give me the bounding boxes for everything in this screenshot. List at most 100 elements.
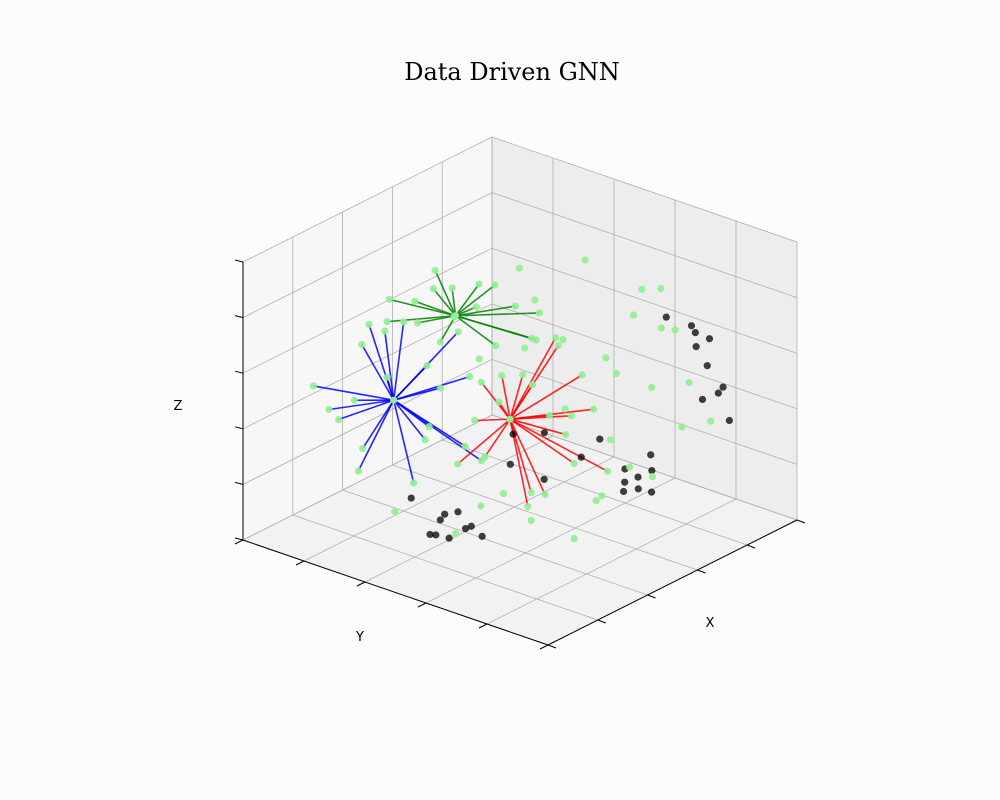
point (707, 417, 715, 425)
point (515, 264, 523, 272)
point (309, 382, 317, 390)
grid-line (491, 136, 798, 243)
edge (393, 387, 441, 401)
point (630, 311, 638, 319)
point (662, 313, 670, 321)
point (657, 324, 665, 332)
edge (368, 324, 395, 401)
point (559, 336, 567, 344)
point (577, 453, 585, 461)
point (535, 309, 544, 317)
edge (393, 399, 426, 441)
point (598, 492, 606, 500)
grid-line (491, 192, 798, 298)
point (465, 373, 474, 381)
x-tick (697, 569, 706, 574)
point (410, 479, 418, 487)
point (596, 435, 604, 443)
point (521, 344, 529, 352)
grid-line (303, 435, 554, 562)
point (467, 522, 475, 530)
point (541, 490, 549, 498)
y-tick (234, 539, 244, 545)
point (671, 326, 679, 334)
point (454, 328, 462, 336)
x-tick (747, 544, 756, 549)
point (495, 398, 503, 406)
point (478, 532, 486, 540)
back-pane (492, 137, 797, 520)
edge (455, 314, 532, 340)
edge (455, 284, 496, 317)
point (429, 285, 437, 293)
grid-line (364, 456, 615, 583)
point (385, 295, 393, 303)
edge (474, 418, 511, 422)
point (519, 371, 527, 379)
point (634, 473, 642, 481)
edge (509, 374, 583, 420)
edge (510, 414, 550, 420)
point (562, 430, 570, 439)
point (365, 320, 373, 329)
point (703, 362, 711, 370)
point (506, 460, 514, 468)
point (528, 334, 536, 342)
grid-line (342, 489, 648, 596)
point (509, 430, 517, 438)
x-tick (597, 619, 606, 624)
edge (313, 385, 394, 401)
point (454, 508, 462, 516)
edge (509, 374, 524, 420)
point (498, 371, 506, 380)
x-tick (547, 644, 557, 649)
edge (484, 418, 511, 458)
z-tick (234, 370, 244, 374)
point (561, 405, 569, 413)
point (567, 412, 575, 420)
point (698, 395, 707, 404)
point (592, 497, 600, 505)
point (606, 436, 615, 444)
z-tick (234, 481, 244, 485)
left-pane (243, 137, 492, 540)
point (625, 463, 634, 471)
edge (387, 314, 456, 323)
point (461, 442, 469, 450)
edge (393, 365, 428, 401)
point (481, 453, 489, 461)
point (524, 503, 532, 511)
point (350, 396, 359, 404)
point (705, 335, 714, 343)
point (391, 507, 399, 515)
edge (451, 287, 457, 316)
grid-line (491, 303, 798, 410)
point (551, 334, 560, 342)
hub-point (451, 312, 460, 320)
edge (455, 312, 540, 317)
point (381, 327, 389, 335)
point (359, 444, 367, 453)
point (678, 423, 686, 431)
edge (509, 337, 557, 420)
grid (242, 136, 798, 646)
point (647, 451, 655, 459)
edge (454, 283, 480, 317)
point (407, 494, 415, 502)
x-axis (547, 519, 798, 646)
edge (509, 418, 575, 465)
point (531, 296, 539, 304)
grid-line (242, 247, 493, 374)
point (714, 389, 722, 397)
y-axis-label: Y (355, 630, 364, 645)
chart-title: Data Driven GNN (404, 58, 620, 86)
hub-point (390, 396, 398, 404)
point (511, 302, 519, 310)
edge (455, 315, 497, 347)
point (432, 531, 440, 539)
point (334, 415, 343, 424)
edge (417, 314, 456, 324)
point (431, 266, 439, 274)
point (475, 355, 483, 363)
